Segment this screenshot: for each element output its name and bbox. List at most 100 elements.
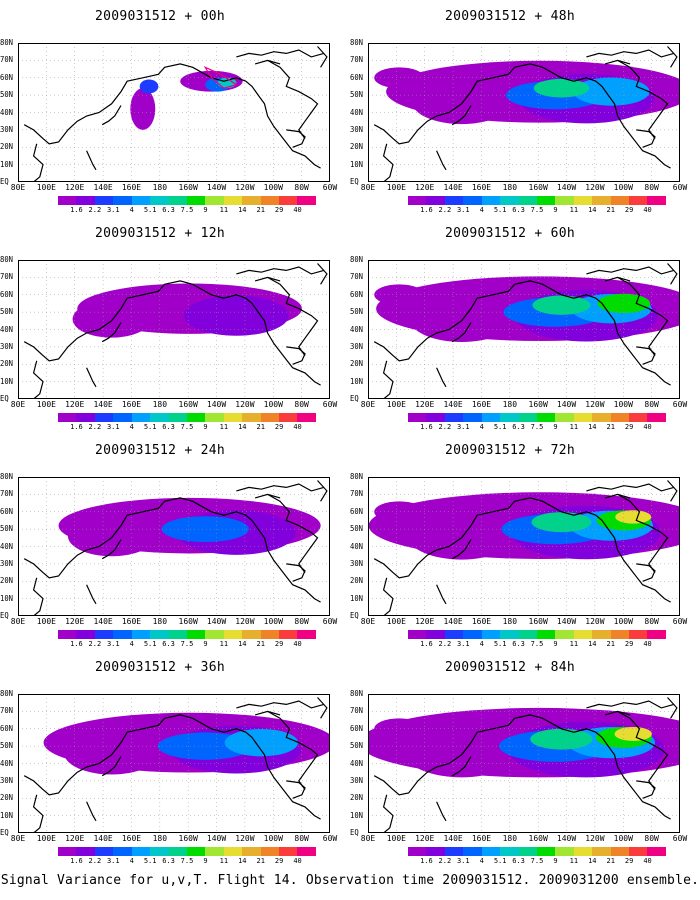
lat-tick-label: 60N [0, 289, 14, 299]
coastline [382, 143, 394, 182]
colorbar-label: 40 [643, 206, 652, 214]
coastline [317, 263, 328, 285]
lon-tick-label: 120W [585, 834, 605, 843]
lat-tick-label: 50N [0, 307, 14, 317]
variance-shading [224, 728, 299, 757]
colorbar-swatch [500, 196, 519, 205]
colorbar-label: 3.1 [106, 857, 120, 865]
colorbar-swatch [536, 413, 556, 422]
lat-tick-label: 60N [350, 506, 364, 516]
colorbar-label: 5.1 [493, 423, 507, 431]
colorbar-swatch [573, 847, 593, 856]
coastline [317, 46, 328, 68]
lat-tick-label: 40N [350, 541, 364, 551]
colorbar-label: 5.1 [143, 857, 157, 865]
lat-tick-label: 40N [350, 324, 364, 334]
colorbar-label: 2.2 [88, 206, 102, 214]
colorbar-label: 1.6 [70, 423, 83, 431]
lat-tick-label: 80N [350, 689, 364, 698]
lon-tick-label: 80E [360, 183, 376, 192]
lon-tick-label: 120W [585, 183, 605, 192]
lat-tick-label: 40N [350, 758, 364, 768]
lat-tick-label: 20N [0, 576, 14, 586]
colorbar-swatch [629, 630, 648, 639]
colorbar-swatch [629, 847, 648, 856]
colorbar-label: 9 [203, 423, 208, 431]
colorbar-swatch [463, 196, 482, 205]
lon-tick-label: 80W [294, 617, 309, 626]
coastline [554, 724, 671, 820]
variance-shading [615, 510, 652, 524]
map-plot [18, 43, 330, 182]
panel-title: 2009031512 + 24h [94, 443, 226, 458]
colorbar-label: 9 [553, 857, 558, 865]
coastline [451, 105, 472, 126]
lon-tick-label: 120E [415, 400, 435, 409]
colorbar-label: 4 [479, 640, 484, 648]
lon-tick-label: 100W [263, 400, 283, 409]
lon-tick-label: 160W [178, 400, 198, 409]
lon-tick-label: 180 [152, 834, 168, 843]
colorbar-swatch [555, 196, 574, 205]
lat-tick-label: 80N [0, 255, 14, 264]
colorbar-swatch [297, 196, 316, 205]
lon-tick-label: 120E [415, 617, 435, 626]
lon-tick-label: 160E [471, 617, 492, 626]
colorbar-label: 2.2 [88, 423, 102, 431]
colorbar-label: 11 [569, 423, 579, 431]
colorbar-swatch [76, 630, 95, 639]
colorbar-label: 40 [293, 640, 302, 648]
variance-shading [161, 516, 249, 542]
lat-tick-label: 20N [350, 359, 364, 369]
coastline [667, 263, 678, 285]
panel-title: 2009031512 + 00h [94, 9, 226, 24]
variance-shading [407, 512, 516, 560]
lon-tick-label: 180 [502, 400, 518, 409]
colorbar-swatch [186, 196, 206, 205]
colorbar-swatch [463, 630, 482, 639]
lat-tick-label: 60N [350, 723, 364, 733]
lat-tick-label: 30N [0, 775, 14, 785]
colorbar-swatch [610, 196, 630, 205]
coastline [23, 497, 206, 579]
lon-tick-label: 160W [528, 834, 548, 843]
lat-tick-label: 10N [0, 376, 14, 386]
lat-tick-label: 30N [0, 341, 14, 351]
map-frame [18, 260, 330, 399]
lat-tick-label: 40N [350, 107, 364, 117]
lat-tick-label: 80N [350, 255, 364, 264]
lon-tick-label: 80W [294, 834, 309, 843]
lat-tick-label: 10N [0, 810, 14, 820]
colorbar-label: 4 [129, 423, 134, 431]
map-panel: 2009031512 + 60h 80N 70N 60N 50N 40N 30N 20N 10N… [350, 217, 687, 432]
panel-title: 2009031512 + 36h [94, 660, 226, 675]
colorbar-swatch [58, 196, 77, 205]
lon-tick-label: 120W [235, 183, 255, 192]
lon-tick-label: 100E [386, 617, 406, 626]
colorbar-swatch [205, 847, 224, 856]
colorbar-label: 21 [256, 640, 265, 648]
lon-tick-label: 80E [10, 834, 26, 843]
variance-shading [67, 515, 156, 557]
lat-tick-label: 30N [350, 558, 364, 568]
coastline [32, 794, 44, 833]
colorbar-swatch [113, 847, 132, 856]
lat-tick-label: 20N [0, 793, 14, 803]
lon-tick-label: 140E [93, 183, 113, 192]
lat-tick-label: 10N [0, 159, 14, 169]
lat-tick-label: EQ [350, 828, 359, 837]
lat-tick-label: 10N [350, 159, 364, 169]
colorbar-swatch [518, 847, 537, 856]
map-frame [368, 260, 680, 399]
lon-tick-label: 120E [415, 834, 435, 843]
lat-tick-label: 60N [0, 506, 14, 516]
colorbar-swatch [536, 630, 556, 639]
colorbar-swatch [573, 630, 593, 639]
colorbar-swatch [592, 196, 611, 205]
colorbar-swatch [186, 413, 206, 422]
coastline [373, 714, 556, 796]
lat-tick-label: 70N [0, 55, 14, 65]
variance-shading [614, 727, 652, 741]
lon-tick-label: 140W [556, 183, 577, 192]
colorbar-label: 29 [274, 857, 284, 865]
